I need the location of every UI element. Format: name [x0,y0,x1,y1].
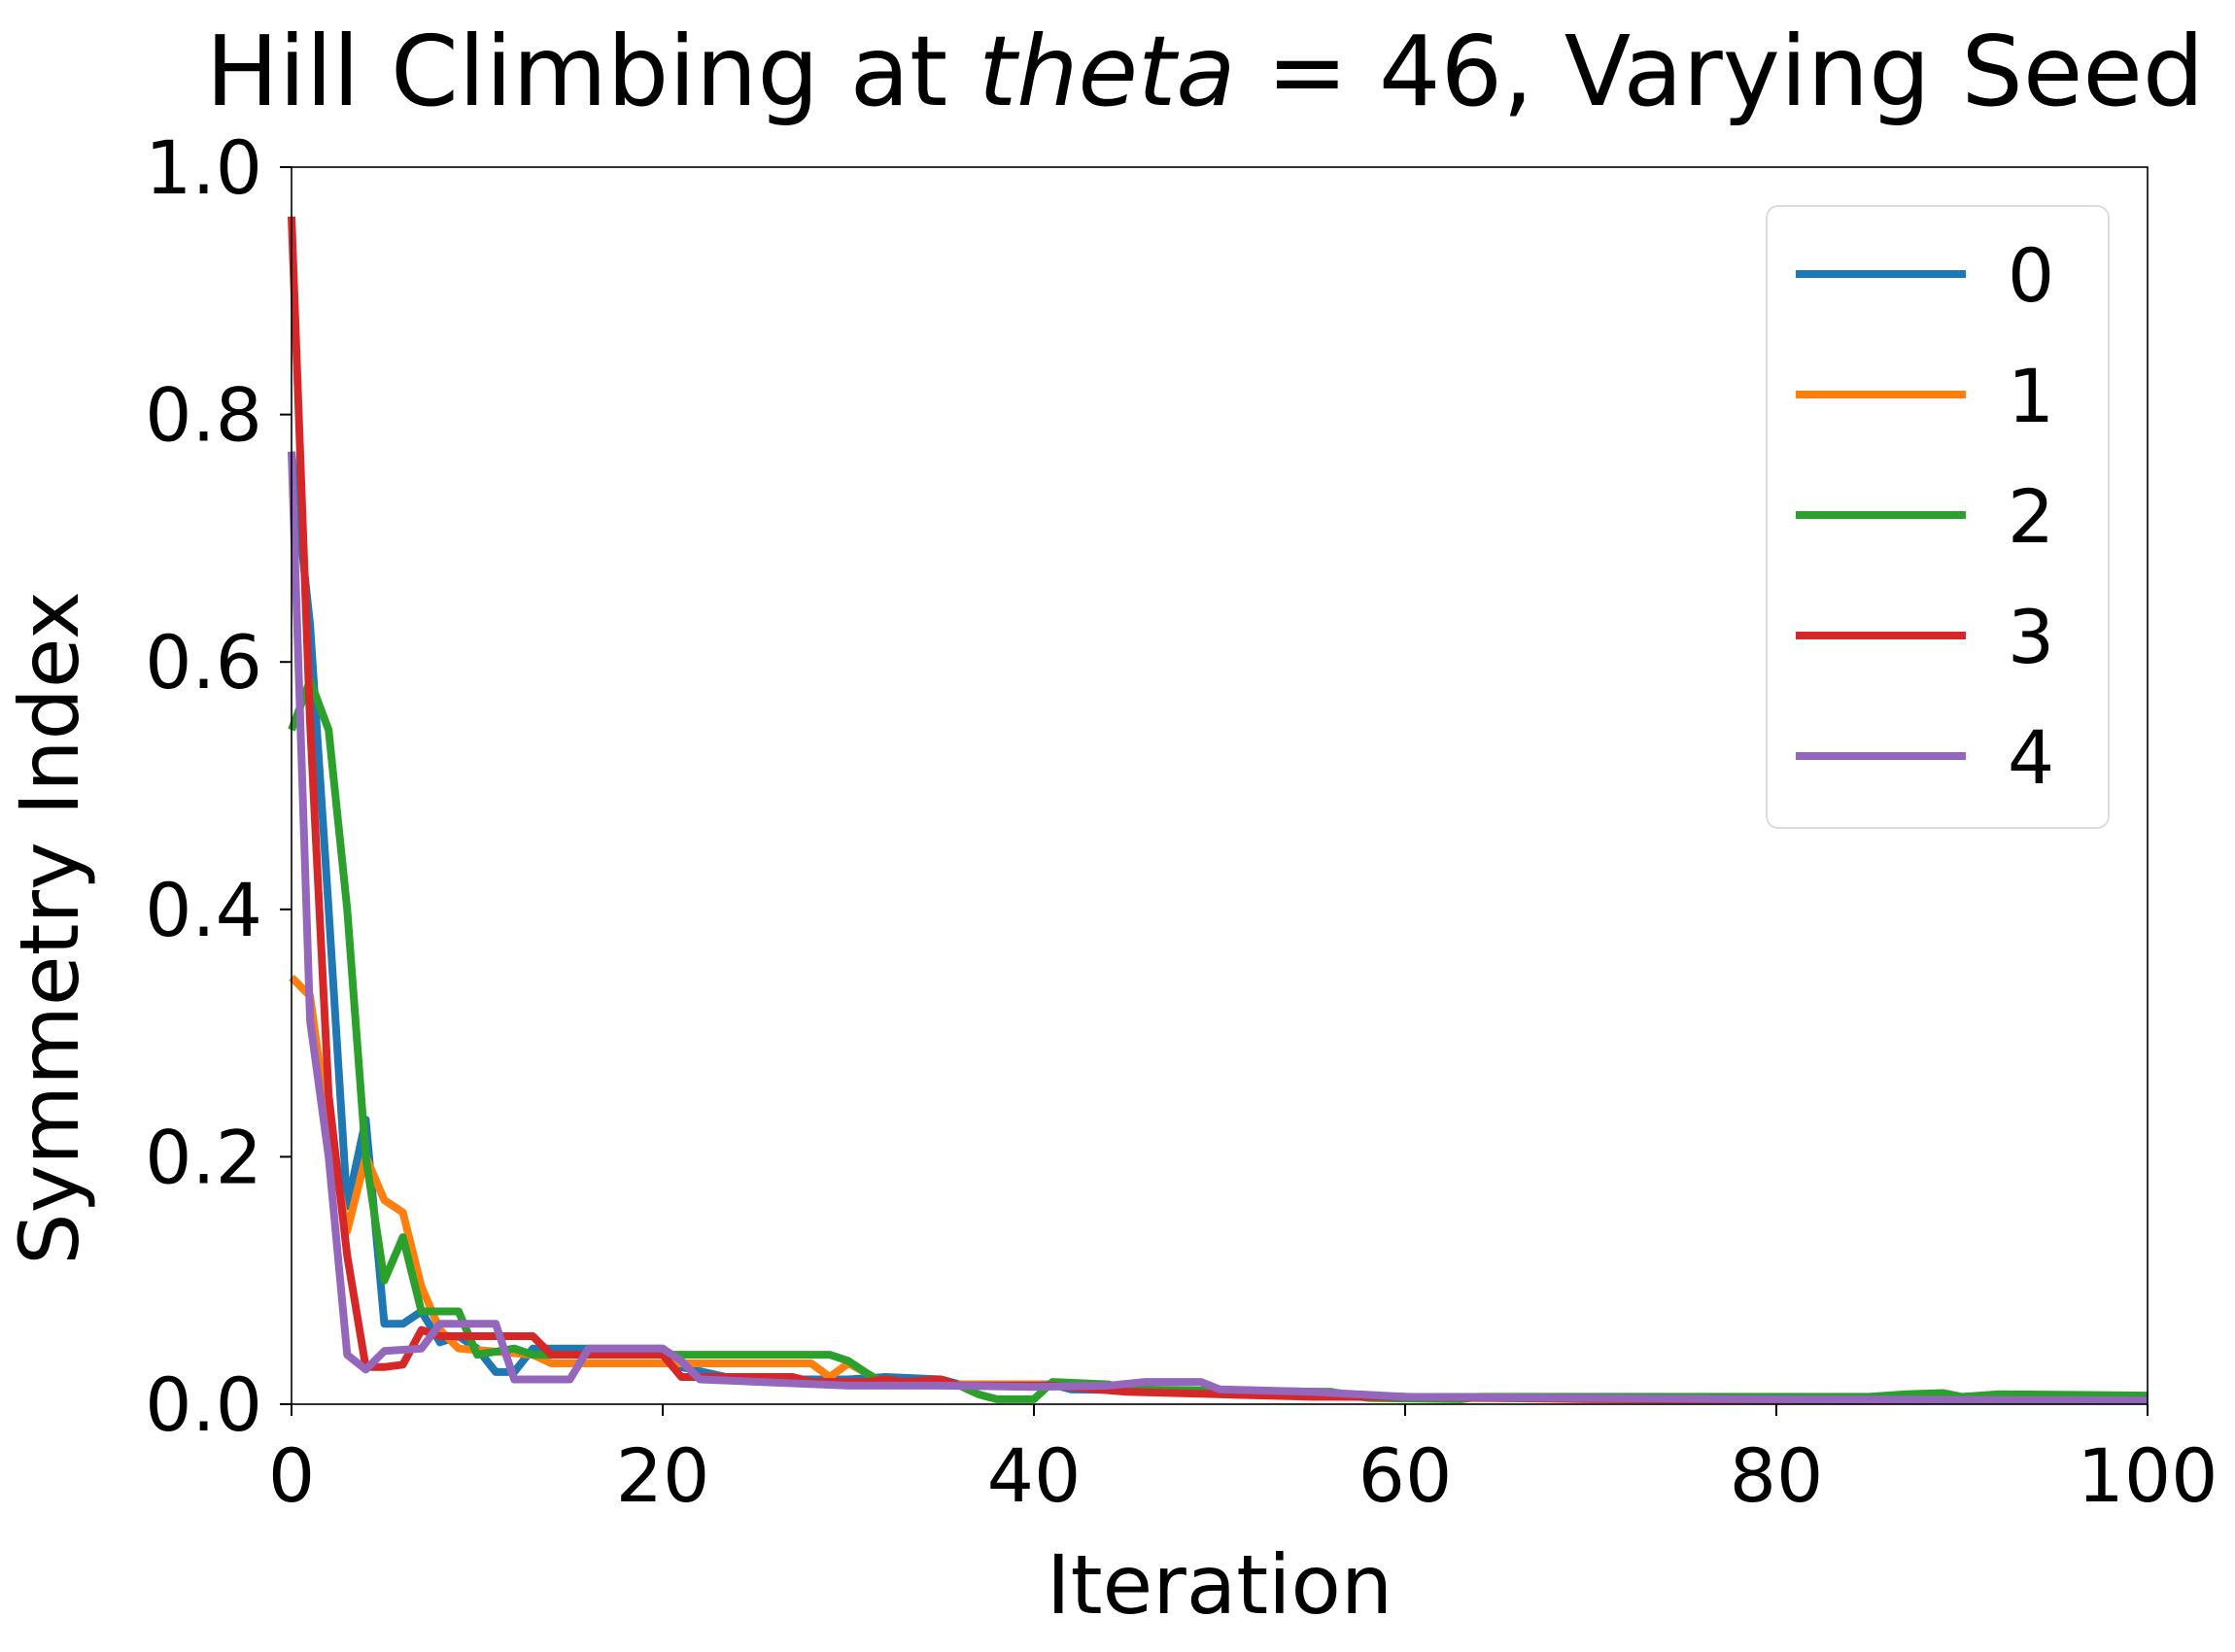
y-tick-label: 0.4 [145,867,262,953]
y-tick-label: 0.0 [145,1361,262,1448]
y-tick-label: 0.2 [145,1114,262,1200]
legend: 0 1 2 3 4 [1766,205,2110,829]
title-text-start: Hill Climbing at [206,15,979,128]
x-tick-label: 80 [1730,1432,1824,1519]
x-tick-label: 20 [616,1432,710,1519]
y-axis-label: Symmetry Index [2,591,97,1265]
x-tick-label: 60 [1358,1432,1453,1519]
title-theta: theta [979,15,1236,128]
x-tick-label: 40 [987,1432,1082,1519]
legend-label-4: 4 [2008,714,2054,801]
x-axis-label: Iteration [1047,1537,1393,1633]
series-line-4 [288,451,2149,1405]
plot-frame [291,166,2149,1405]
legend-label-0: 0 [2008,232,2054,319]
x-tick-label: 0 [268,1432,315,1519]
y-tick-label: 0.6 [145,619,262,706]
legend-label-2: 2 [2008,473,2054,560]
legend-label-3: 3 [2008,594,2054,680]
y-axis: 0.0 0.2 0.4 0.6 0.8 1.0 [145,124,292,1448]
x-tick-label: 100 [2077,1432,2218,1519]
title-text-end: = 46, Varying Seed [1236,15,2205,128]
y-tick-label: 1.0 [145,124,262,211]
chart-title: Hill Climbing at theta = 46, Varying See… [206,15,2205,128]
legend-label-1: 1 [2008,353,2054,439]
y-tick-label: 0.8 [145,372,262,459]
series-line-1 [289,974,2149,1403]
plot-lines [288,216,2149,1405]
x-axis: 0 20 40 60 80 100 [268,1404,2218,1519]
